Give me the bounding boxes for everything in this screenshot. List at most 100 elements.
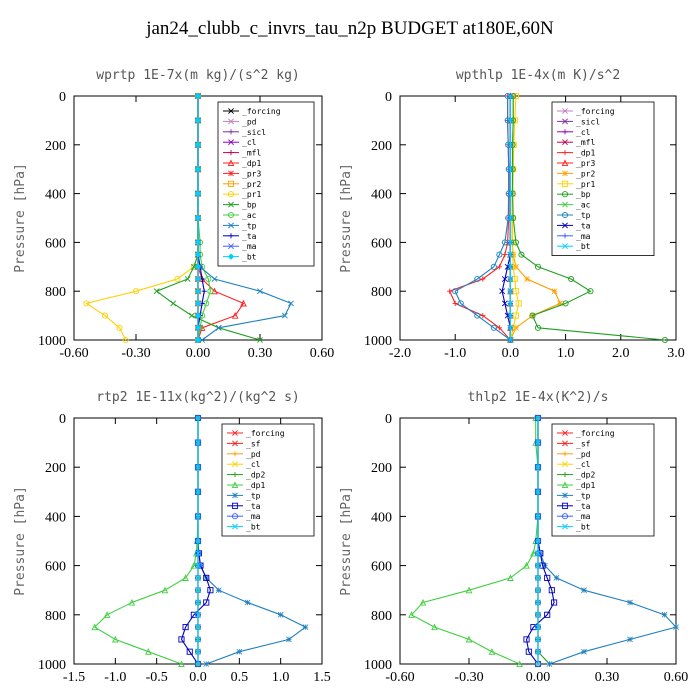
rtp2-legend-label-ma: _ma [246, 512, 261, 521]
wprtp-legend-marker-bt [227, 253, 235, 260]
wpthlp-series-bp-point [512, 239, 519, 246]
wpthlp-legend-label-cl: _cl [576, 128, 591, 137]
wpthlp-series-bp-point [562, 300, 569, 307]
wpthlp-series-dp1-point [452, 300, 458, 306]
rtp2-xtick-label: 0.0 [189, 670, 207, 685]
rtp2-series-bt-point [195, 513, 201, 520]
rtp2-legend-marker-bt [232, 523, 238, 530]
thlp2-series-tp-point [673, 624, 679, 630]
wpthlp-legend-marker-cl [562, 129, 568, 135]
wpthlp-series-dp1-point [496, 325, 502, 331]
wpthlp-legend-label-bp: _bp [576, 190, 591, 199]
wpthlp-legend-marker-forcing [562, 108, 568, 114]
thlp2-legend-marker-cl [562, 461, 568, 468]
wprtp-series-bp-point [153, 288, 160, 295]
rtp2-legend-marker-dp1 [231, 481, 239, 489]
rtp2-series-tp-point [244, 599, 251, 606]
thlp2-series-ta-point [525, 648, 532, 655]
wprtp-legend-label-mfl: _mfl [242, 149, 261, 158]
wpthlp-series-bt-point [507, 215, 514, 221]
thlp2-legend-marker-ma [561, 513, 569, 520]
rtp2-legend-marker-dp2 [232, 472, 238, 478]
wprtp-legend-marker-pr2 [227, 180, 235, 187]
thlp2-series-tp-point [581, 648, 587, 655]
wprtp-legend-label-bp: _bp [242, 201, 257, 210]
wpthlp-xtick-label: 0.0 [502, 346, 520, 361]
wpthlp-legend-label-mfl: _mfl [576, 138, 595, 147]
wpthlp-series-pr2-point [551, 288, 558, 295]
wpthlp-series-bt-point [507, 312, 514, 319]
thlp2-legend-marker-sf [562, 440, 568, 447]
wpthlp-legend-marker-pr1 [561, 180, 569, 187]
thlp2-series-bt-point [535, 439, 541, 446]
thlp2-legend-marker-forcing [562, 430, 568, 436]
wprtp-legend-marker-forcing [228, 108, 234, 114]
thlp2-series-bt-point [535, 661, 541, 667]
wprtp-series-tp-point [257, 288, 263, 295]
wprtp-series-bp-point [190, 263, 197, 270]
wprtp-series-tp-point [215, 324, 222, 331]
wpthlp-legend-marker-bt [562, 243, 568, 250]
rtp2-series-bt-point [195, 611, 201, 618]
wpthlp-legend-marker-mfl [562, 139, 568, 146]
wprtp-xtick-label: 0.60 [310, 346, 335, 361]
wpthlp-series-tp-point [474, 312, 481, 319]
rtp2-ytick-label: 1000 [38, 658, 66, 673]
wprtp-series-pr1-point [174, 275, 181, 283]
thlp2-xtick-label: -0.30 [454, 670, 483, 685]
rtp2-series-dp1-point [178, 660, 185, 668]
wpthlp-legend-marker-ac [562, 201, 568, 208]
rtp2-series-bt-point [195, 648, 201, 655]
wprtp-series-ac-point [205, 275, 212, 283]
wpthlp-series-tp-point [474, 275, 481, 283]
rtp2-series-bt-point [195, 562, 201, 569]
wpthlp-series-bp-point [529, 312, 536, 319]
thlp2-ytick-label: 0 [385, 412, 392, 427]
thlp2-legend-label-ma: _ma [576, 512, 591, 521]
rtp2-series-bt-point [195, 550, 201, 557]
thlp2-legend-label-tp: _tp [576, 491, 591, 500]
wprtp-legend-label-pd: _pd [242, 117, 257, 126]
wpthlp-series-bp-point [661, 336, 669, 344]
thlp2-series-bt-point [535, 624, 541, 631]
thlp2-series-ta-point [551, 599, 558, 606]
wprtp-series-dp1-point [240, 299, 247, 307]
thlp2-series-bt-point [535, 648, 541, 655]
rtp2-series-tp-point [302, 624, 309, 630]
wpthlp-series-dp1-line [448, 96, 511, 341]
thlp2-series-dp1-point [530, 549, 537, 557]
wpthlp-series-dp1-point [480, 276, 486, 282]
wpthlp-series-bp-line [512, 96, 666, 341]
wpthlp-legend-label-pr1: _pr1 [576, 180, 595, 189]
wpthlp-legend-marker-sicl [562, 118, 568, 125]
wpthlp-series-ta-point [504, 263, 511, 270]
thlp2-series-ta-point [548, 587, 555, 594]
thlp2-series-bt-point [535, 415, 541, 421]
wpthlp-legend-marker-pr2 [562, 170, 568, 177]
rtp2-legend-label-pd: _pd [246, 450, 261, 459]
wpthlp-xtick-label: 2.0 [612, 346, 630, 361]
rtp2-ytick-label: 400 [45, 510, 66, 525]
rtp2-panel: rtp2 1E-11x(kg^2)/(kg^2 s) Pressure [hPa]… [13, 390, 331, 685]
wprtp-legend-marker-bp [228, 201, 234, 208]
wpthlp-legend-label-ta: _ta [576, 221, 591, 230]
thlp2-ytick-label: 400 [371, 510, 392, 525]
rtp2-series-tp-point [277, 611, 284, 618]
thlp2-series-bt-point [535, 550, 541, 557]
thlp2-series-bt-point [535, 538, 541, 544]
thlp2-series-ta-point [523, 636, 530, 643]
thlp2-legend-label-sf: _sf [576, 439, 591, 448]
rtp2-series-tp-point [215, 587, 222, 594]
wpthlp-series-dp1-point [496, 264, 502, 270]
wprtp-legend-marker-ta [228, 233, 234, 239]
wpthlp-ytick-label: 1000 [364, 334, 392, 349]
wprtp-legend-label-bt: _bt [242, 253, 257, 262]
rtp2-legend-label-ta: _ta [246, 502, 261, 511]
wpthlp-series-ta-point [499, 288, 506, 295]
wpthlp-xtick-label: 1.0 [557, 346, 575, 361]
wprtp-series-pr1-point [101, 312, 109, 319]
rtp2-series-bt-point [195, 661, 201, 667]
wprtp-series-dp1-point [231, 311, 239, 319]
wpthlp-series-tp-point [490, 263, 497, 270]
rtp2-legend-label-sf: _sf [246, 439, 261, 448]
